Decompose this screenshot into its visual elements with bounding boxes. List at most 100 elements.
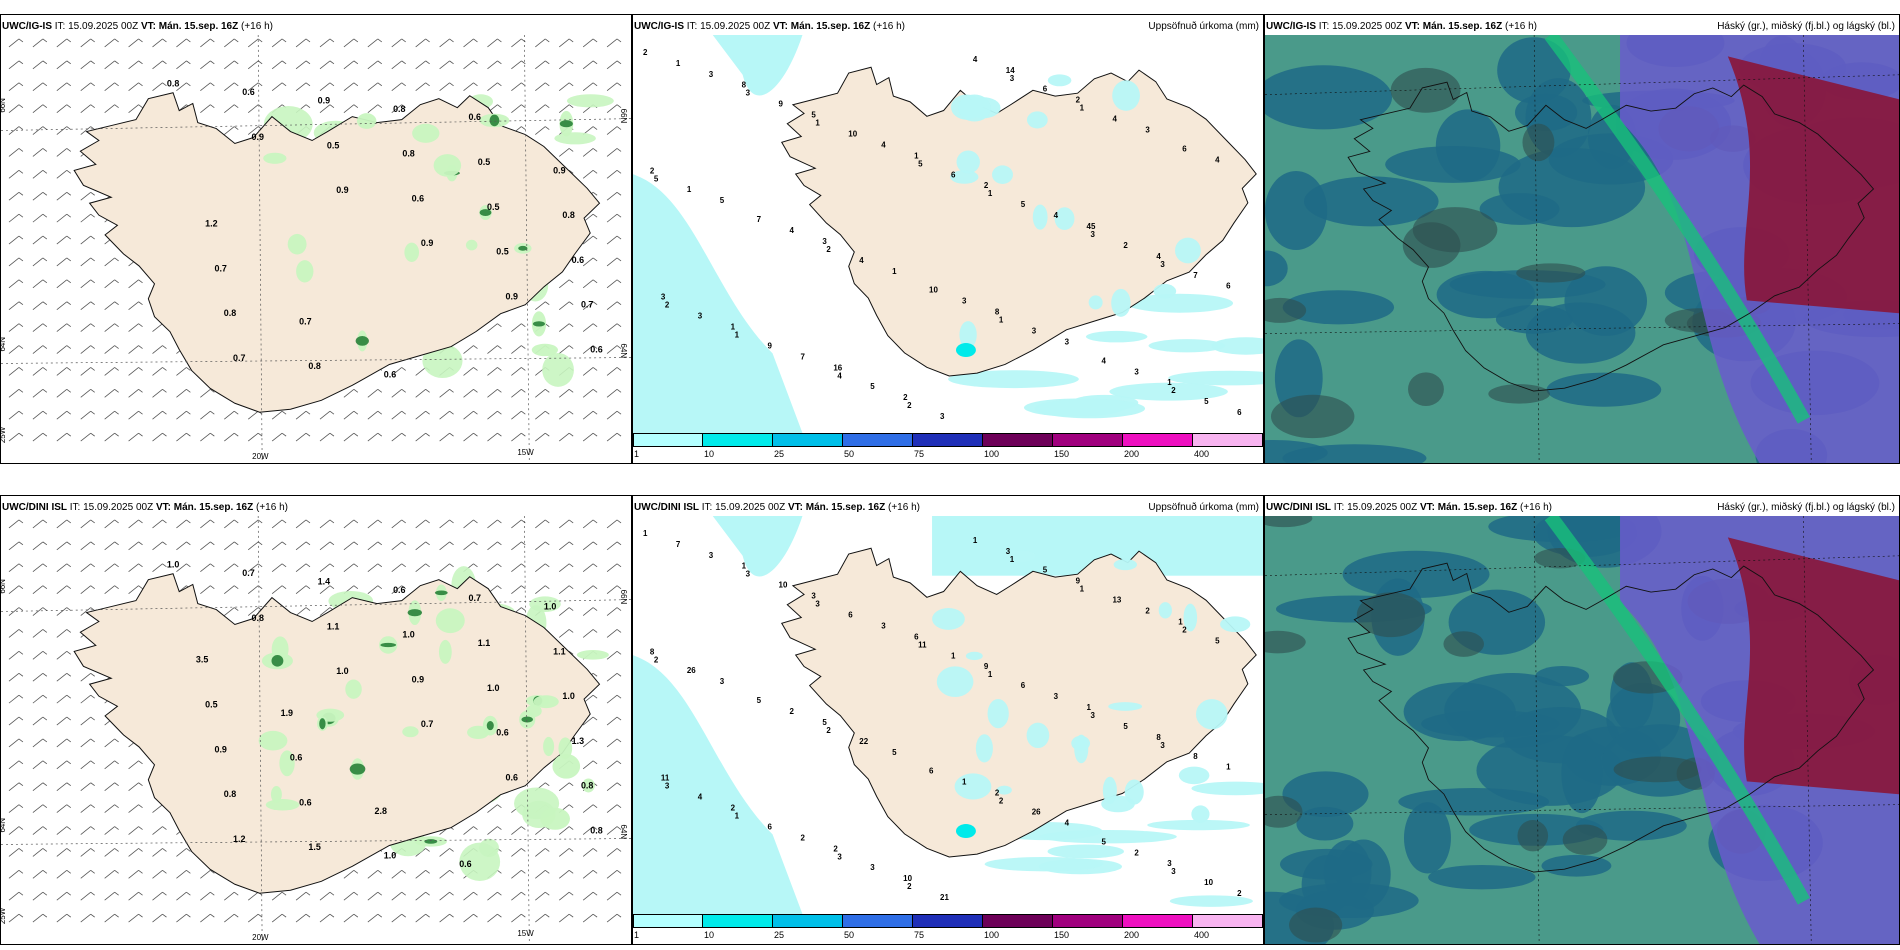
precip-core: [349, 763, 366, 775]
precip-value-label: 1: [973, 536, 978, 545]
precip-value-label: 3.5: [196, 655, 208, 665]
cloud-map[interactable]: [1265, 516, 1899, 944]
wind-barb: [104, 345, 115, 354]
precip-colorbar: 1 10 25 50 75 100 150 200 400: [633, 433, 1263, 463]
wind-barb: [80, 104, 91, 113]
wind-barb-flag: [234, 82, 239, 87]
wind-barb: [32, 585, 44, 594]
wind-barb-flag: [90, 716, 95, 721]
wind-barb: [582, 38, 594, 48]
wind-barb-flag: [234, 891, 239, 896]
precip-value-label: 0.8: [393, 104, 405, 114]
precip-value-label: 0.6: [590, 345, 602, 355]
wind-barb-flag: [210, 891, 215, 896]
wind-barb-flag: [42, 629, 48, 633]
wind-barb: [487, 804, 498, 813]
wind-barb: [80, 848, 91, 857]
wind-barb: [8, 519, 20, 529]
wind-barb: [224, 585, 235, 594]
precip-value-label: 16: [833, 363, 842, 372]
wind-barb-flag: [114, 848, 119, 852]
wind-barb-flag: [114, 104, 119, 108]
wind-barb: [80, 913, 91, 923]
wind-barb-flag: [66, 38, 72, 43]
wind-barb-flag: [138, 345, 143, 349]
wind-barb: [439, 870, 450, 879]
low-cloud-area: [1443, 631, 1485, 657]
wind-barb-flag: [18, 651, 24, 655]
wind-map[interactable]: 66N 64N 66N 64N 25W 20W 15W 1.0 0.8 1.0 0.7 0.6 0.8 0…: [1, 516, 631, 944]
wind-barb: [582, 826, 594, 835]
wind-barb: [176, 389, 187, 398]
low-cloud-area: [1408, 372, 1444, 407]
precip-value-label: 2: [1171, 386, 1176, 395]
wind-barb-flag: [281, 585, 287, 589]
wind-barb: [606, 782, 618, 792]
wind-barb-flag: [616, 891, 622, 896]
wind-barb-flag: [521, 432, 526, 437]
wind-barb: [582, 738, 594, 748]
wind-barb: [582, 760, 594, 770]
wind-barb-flag: [497, 541, 502, 546]
low-cloud-area: [1265, 516, 1313, 528]
wind-barb-flag: [425, 519, 430, 524]
wind-barb-flag: [138, 410, 143, 415]
graticule-line: [523, 516, 530, 944]
panel-precip-row1: UWC/IG-IS IT: 15.09.2025 00Z VT: Mán. 15…: [632, 14, 1264, 464]
precip-area: [438, 639, 452, 664]
wind-barb: [200, 913, 211, 923]
wind-barb-flag: [449, 519, 454, 524]
precip-map[interactable]: 1 3 1 3 1 2 1 2 2 2 3 3 11 3 3 3 1 2 5 6 5 7 6 6 8 6 21 13 26 22 26 10 1…: [633, 516, 1263, 914]
cloud-map-svg: [1265, 516, 1899, 944]
wind-barb: [152, 432, 163, 442]
wind-barb-flag: [90, 323, 95, 327]
wind-barb: [606, 126, 618, 135]
wind-barb-flag: [114, 782, 119, 787]
wind-barb: [104, 870, 115, 879]
wind-barb: [224, 913, 235, 923]
wind-barb-flag: [568, 913, 574, 918]
wind-barb-flag: [138, 104, 143, 108]
wind-barb: [535, 82, 546, 92]
wind-barb: [463, 541, 474, 551]
precip-value-label: 3: [1054, 692, 1059, 701]
wind-barb-flag: [568, 345, 574, 349]
wind-barb: [8, 367, 20, 376]
wind-barb-flag: [162, 563, 167, 568]
axis-label: 20W: [252, 452, 269, 461]
wind-barb-flag: [18, 913, 24, 918]
wind-barb-flag: [616, 585, 622, 589]
precip-value-label: 2.8: [375, 806, 387, 816]
precip-map[interactable]: 2 1 1 3 1 2 1 5 2 1 2 3 5 3 2 4 3 6 7 10 4 1 10 5 7 9 3 4 1 4 3 5 9 6 2 3 5 6…: [633, 35, 1263, 433]
wind-barb: [367, 519, 379, 529]
wind-barb-flag: [281, 60, 287, 65]
wind-barb-flag: [18, 563, 24, 568]
wind-barb: [56, 389, 68, 398]
wind-barb-flag: [18, 782, 24, 787]
low-cloud-area: [1265, 630, 1306, 654]
wind-barb-flag: [66, 235, 72, 240]
low-cloud-area: [1503, 707, 1619, 764]
wind-barb-flag: [257, 82, 263, 87]
wind-map[interactable]: 66N 64N 66N 64N 25W 20W 15W 0.8 0.9 0.9 0.9 0.9 0.6 0…: [1, 35, 631, 463]
wind-barb: [8, 782, 20, 792]
wind-barb: [582, 82, 594, 92]
precip-value-label: 1.5: [308, 842, 320, 852]
wind-barb: [224, 38, 235, 48]
wind-barb-flag: [592, 257, 598, 262]
wind-barb-flag: [473, 345, 478, 349]
precip-area: [712, 516, 803, 577]
precip-value-label: 2: [999, 797, 1004, 806]
wind-barb-flag: [162, 345, 167, 349]
wind-barb-flag: [18, 170, 24, 174]
wind-barb-flag: [616, 651, 622, 655]
wind-barb-flag: [138, 804, 143, 808]
wind-barb: [8, 607, 20, 616]
colorbar-frame: [633, 433, 1263, 447]
wind-barb: [56, 782, 68, 792]
wind-barb-flag: [425, 60, 430, 65]
wind-barb: [535, 913, 546, 923]
precip-area: [987, 699, 1009, 729]
cloud-map[interactable]: [1265, 35, 1899, 463]
wind-barb: [343, 541, 355, 551]
